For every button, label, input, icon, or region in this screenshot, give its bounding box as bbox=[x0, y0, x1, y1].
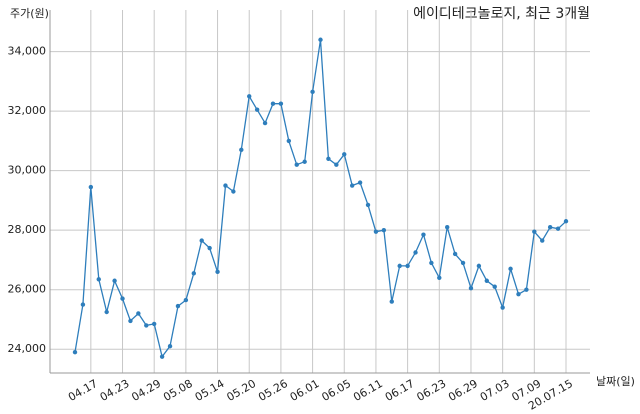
point bbox=[286, 138, 292, 144]
point bbox=[484, 278, 490, 283]
y-tick-label: 26,000 bbox=[8, 283, 47, 296]
x-axis-label: 날짜(일) bbox=[596, 374, 635, 388]
point bbox=[128, 318, 133, 324]
x-tick-label: 06.29 bbox=[446, 377, 480, 404]
x-tick-label: 05.26 bbox=[256, 377, 290, 404]
point bbox=[349, 183, 355, 188]
point bbox=[112, 278, 117, 283]
point bbox=[389, 299, 394, 304]
point bbox=[357, 180, 363, 185]
point bbox=[262, 120, 268, 126]
point bbox=[476, 263, 482, 269]
y-tick-label: 34,000 bbox=[8, 45, 47, 58]
point bbox=[405, 263, 410, 269]
point bbox=[397, 263, 402, 269]
chart-title: 에이디테크놀로지, 최근 3개월 bbox=[413, 6, 590, 22]
point bbox=[342, 152, 347, 157]
point bbox=[468, 286, 474, 291]
point bbox=[239, 147, 244, 153]
point bbox=[80, 302, 86, 307]
point bbox=[524, 287, 529, 292]
point bbox=[88, 184, 94, 190]
x-tick-label: 05.14 bbox=[193, 377, 227, 404]
point bbox=[167, 344, 173, 349]
point bbox=[532, 229, 537, 234]
point bbox=[540, 238, 545, 243]
x-tick-label: 06.11 bbox=[351, 377, 385, 404]
point bbox=[223, 183, 228, 188]
point bbox=[199, 238, 204, 243]
point bbox=[254, 107, 260, 112]
y-tick-label: 32,000 bbox=[8, 104, 47, 117]
point bbox=[175, 303, 181, 309]
point bbox=[326, 156, 331, 161]
point bbox=[247, 94, 252, 99]
point bbox=[159, 354, 165, 359]
line bbox=[74, 39, 567, 359]
y-tick-label: 24,000 bbox=[8, 342, 47, 355]
point bbox=[302, 159, 307, 164]
point bbox=[191, 271, 196, 276]
x-tick-label: 06.01 bbox=[288, 377, 322, 404]
x-tick-label: 06.05 bbox=[319, 377, 353, 404]
point bbox=[452, 251, 458, 257]
point bbox=[547, 225, 553, 230]
point bbox=[144, 323, 149, 328]
x-tick-label: 06.23 bbox=[415, 377, 449, 404]
x-tick-label: 06.17 bbox=[383, 377, 417, 404]
point bbox=[413, 250, 418, 255]
point bbox=[429, 260, 434, 266]
point bbox=[500, 305, 505, 310]
point bbox=[437, 275, 442, 280]
point bbox=[270, 101, 276, 106]
point bbox=[318, 37, 323, 42]
point bbox=[231, 189, 236, 194]
point bbox=[555, 226, 561, 231]
point bbox=[183, 297, 189, 303]
y-tick-label: 30,000 bbox=[8, 164, 47, 177]
x-tick-label: 04.29 bbox=[129, 377, 163, 404]
point bbox=[381, 227, 387, 233]
x-tick-label: 07.03 bbox=[478, 377, 512, 404]
point bbox=[215, 269, 220, 275]
point bbox=[207, 245, 212, 251]
point bbox=[104, 309, 109, 315]
point bbox=[508, 266, 513, 272]
point bbox=[294, 162, 299, 167]
point bbox=[421, 232, 426, 237]
point bbox=[310, 89, 315, 95]
point bbox=[334, 162, 339, 167]
point bbox=[120, 296, 125, 301]
point bbox=[278, 101, 284, 106]
x-tick-label: 05.08 bbox=[161, 377, 195, 404]
x-tick-label: 04.23 bbox=[98, 377, 132, 404]
point bbox=[151, 321, 157, 327]
point bbox=[373, 229, 379, 234]
x-tick-label: 05.20 bbox=[224, 377, 258, 404]
point bbox=[492, 284, 497, 289]
point bbox=[365, 202, 371, 208]
point bbox=[516, 291, 521, 297]
point bbox=[96, 277, 101, 282]
point bbox=[460, 260, 466, 266]
point bbox=[136, 311, 141, 316]
point bbox=[72, 349, 78, 355]
y-tick-label: 28,000 bbox=[8, 223, 47, 236]
point bbox=[445, 225, 450, 230]
x-tick-label: 04.17 bbox=[66, 377, 100, 404]
point bbox=[563, 219, 569, 224]
y-axis-label: 주가(원) bbox=[10, 7, 49, 20]
